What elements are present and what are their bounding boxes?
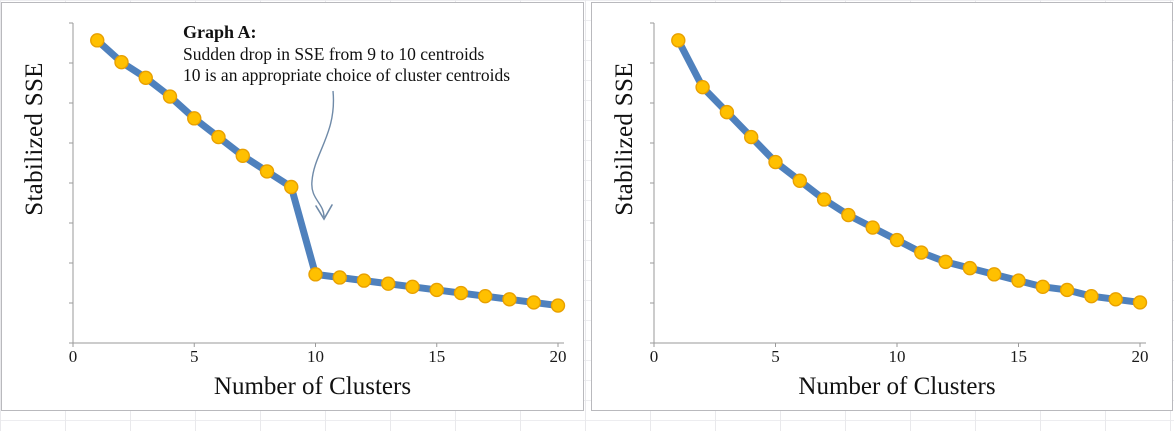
data-point-marker <box>308 267 323 282</box>
data-point-marker <box>695 79 710 95</box>
data-point-marker <box>211 129 226 145</box>
plot-area-graph-a: Stabilized SSE Number of Clusters Graph … <box>2 3 583 410</box>
data-point-marker <box>162 89 178 104</box>
annotation-line2-a: 10 is an appropriate choice of cluster c… <box>183 65 511 86</box>
x-tick-label: 15 <box>428 347 446 366</box>
data-point-marker <box>381 276 396 291</box>
graph-a-svg <box>69 22 566 347</box>
x-tick-label: 10 <box>307 347 324 366</box>
data-point-marker <box>1108 292 1123 307</box>
x-tick-label: 5 <box>190 347 199 366</box>
data-point-marker <box>429 282 444 298</box>
data-point-marker <box>816 192 832 207</box>
data-point-marker <box>1132 295 1148 310</box>
data-point-marker <box>478 289 493 304</box>
x-tick-label: 20 <box>1131 347 1149 366</box>
data-point-marker <box>90 33 105 48</box>
data-point-marker <box>235 148 250 164</box>
x-tick-label: 0 <box>68 347 78 366</box>
data-point-marker <box>914 245 929 260</box>
data-point-marker <box>356 273 372 288</box>
annotation-graph-a: Graph A: Sudden drop in SSE from 9 to 10… <box>183 21 510 87</box>
data-point-marker <box>671 33 686 48</box>
data-point-marker <box>502 292 517 307</box>
data-point-marker <box>405 279 420 295</box>
x-axis-label-b: Number of Clusters <box>798 373 996 400</box>
graph-b-svg <box>650 22 1148 347</box>
x-tick-label: 20 <box>549 347 567 366</box>
chart-panel-graph-a[interactable]: Stabilized SSE Number of Clusters Graph … <box>1 2 584 411</box>
data-point-marker <box>259 164 275 179</box>
data-point-marker <box>865 220 880 235</box>
data-point-marker <box>889 232 905 248</box>
chart-panel-graph-b[interactable]: Stabilized SSE Number of Clusters Graph … <box>591 2 1173 411</box>
data-point-marker <box>453 285 469 301</box>
x-tick-label: 15 <box>1010 347 1027 366</box>
annotation-title-a: Graph A: <box>183 22 257 42</box>
arrow-head-icon <box>315 204 333 221</box>
x-tick-label: 5 <box>771 347 780 366</box>
data-point-marker <box>550 298 566 313</box>
data-point-marker <box>1035 279 1050 295</box>
data-point-marker <box>1059 282 1075 298</box>
data-point-marker <box>938 254 953 270</box>
data-point-marker <box>284 179 299 195</box>
data-point-marker <box>962 260 978 276</box>
data-point-marker <box>332 270 347 285</box>
data-point-marker <box>187 111 202 126</box>
data-point-marker <box>841 207 856 223</box>
x-axis-label-a: Number of Clusters <box>213 373 412 400</box>
data-point-marker <box>1084 289 1099 304</box>
y-axis-label-a: Stabilized SSE <box>21 62 48 216</box>
y-axis-label-b: Stabilized SSE <box>611 62 638 216</box>
data-point-marker <box>114 55 129 70</box>
data-point-marker <box>719 104 735 120</box>
data-point-marker <box>768 154 783 170</box>
x-tick-label: 10 <box>888 347 906 366</box>
data-point-marker <box>987 267 1002 282</box>
data-point-marker <box>138 70 153 86</box>
plot-area-graph-b: Stabilized SSE Number of Clusters Graph … <box>592 3 1172 410</box>
data-point-marker <box>526 295 541 310</box>
data-point-marker <box>743 129 759 145</box>
data-point-marker <box>1011 273 1026 288</box>
data-point-marker <box>792 173 808 188</box>
annotation-line1-a: Sudden drop in SSE from 9 to 10 centroid… <box>183 43 485 64</box>
series-line <box>674 36 1144 306</box>
x-tick-label: 0 <box>649 347 659 366</box>
curved-down-arrow <box>311 90 335 218</box>
